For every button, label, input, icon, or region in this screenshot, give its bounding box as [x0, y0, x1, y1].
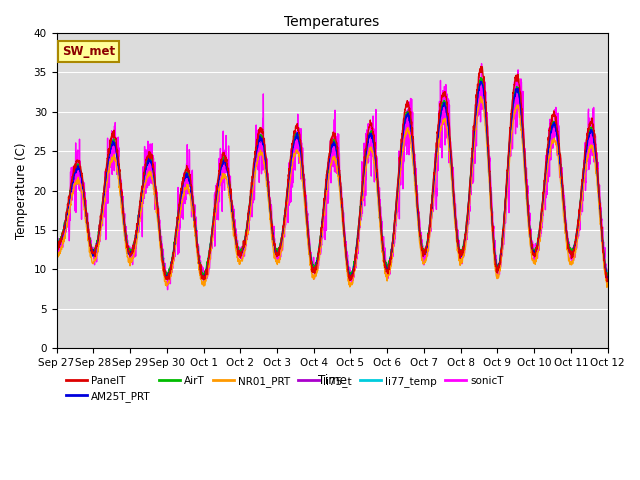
Text: SW_met: SW_met — [62, 45, 115, 58]
X-axis label: Time: Time — [317, 373, 347, 386]
Legend: PanelT, AM25T_PRT, AirT, NR01_PRT, li75_t, li77_temp, sonicT: PanelT, AM25T_PRT, AirT, NR01_PRT, li75_… — [61, 372, 508, 406]
Y-axis label: Temperature (C): Temperature (C) — [15, 143, 28, 239]
Title: Temperatures: Temperatures — [285, 15, 380, 29]
